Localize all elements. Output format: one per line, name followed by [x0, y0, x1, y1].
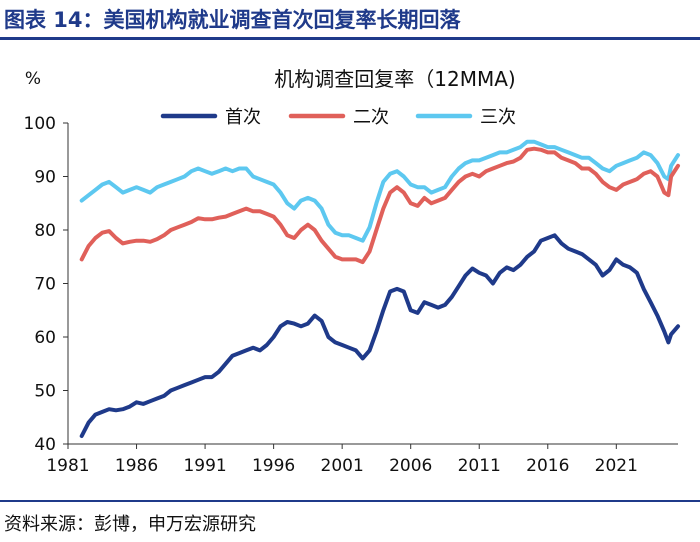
- y-tick-label: 50: [34, 382, 56, 402]
- x-tick-label: 1981: [46, 456, 89, 476]
- series-line-二次: [79, 146, 680, 265]
- legend: 首次 二次 三次: [160, 107, 516, 128]
- legend-label-首次: 首次: [225, 107, 261, 128]
- x-tick-label: 2011: [458, 456, 501, 476]
- x-tick-label: 2016: [526, 456, 569, 476]
- x-tick-label: 2006: [389, 456, 432, 476]
- x-tick-label: 2001: [321, 456, 364, 476]
- figure-header: 图表 14：美国机构就业调查首次回复率长期回落: [0, 0, 700, 40]
- y-tick-label: 60: [34, 328, 56, 348]
- legend-label-二次: 二次: [353, 107, 389, 128]
- y-tick-label: 100: [24, 114, 56, 134]
- x-tick-label: 2021: [595, 456, 638, 476]
- series-line-首次: [79, 233, 680, 438]
- x-tick-label: 1986: [115, 456, 158, 476]
- source-note: 资料来源：彭博，申万宏源研究: [4, 514, 256, 535]
- y-tick-label: 90: [34, 168, 56, 188]
- series-lines: [79, 139, 680, 438]
- x-tick-label: 1991: [183, 456, 226, 476]
- y-axis-unit-label: %: [25, 69, 41, 89]
- y-tick-label: 40: [34, 435, 56, 455]
- y-tick-label: 80: [34, 221, 56, 241]
- figure-title: 图表 14：美国机构就业调查首次回复率长期回落: [4, 8, 461, 32]
- chart-title: 机构调查回复率（12MMA): [274, 67, 515, 91]
- y-tick-label: 70: [34, 275, 56, 295]
- line-chart: 机构调查回复率（12MMA) % 首次 二次 三次 40 50 60 70 80 90 100 1…: [24, 67, 680, 476]
- axes: 40 50 60 70 80 90 100 1981 1986 1991 1996 2001 2006 2…: [24, 114, 678, 476]
- figure-footer: 资料来源：彭博，申万宏源研究: [0, 500, 700, 542]
- legend-label-三次: 三次: [480, 107, 516, 128]
- x-tick-label: 1996: [252, 456, 295, 476]
- series-line-三次: [79, 139, 680, 243]
